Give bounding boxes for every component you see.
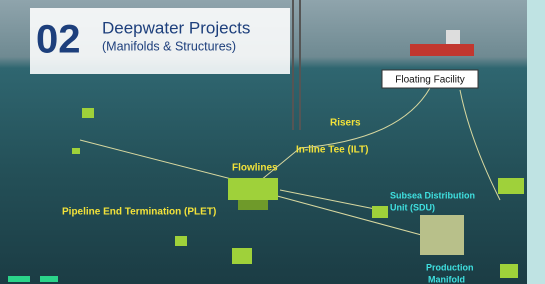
label: Risers — [330, 118, 361, 129]
diagram: 02 Deepwater Projects (Manifolds & Struc… — [0, 0, 545, 284]
header-number: 02 — [36, 18, 81, 62]
label: Unit (SDU) — [390, 202, 435, 212]
label: Flowlines — [232, 163, 278, 174]
header-title: Deepwater Projects — [102, 18, 250, 37]
page: 02 Deepwater Projects (Manifolds & Struc… — [0, 0, 545, 284]
label: Floating Facility — [395, 75, 464, 86]
label: In-line Tee (ILT) — [296, 145, 368, 156]
label: Production — [426, 262, 474, 272]
label: Manifold — [428, 274, 465, 284]
label: Pipeline End Termination (PLET) — [62, 207, 216, 218]
header-subtitle: (Manifolds & Structures) — [102, 39, 236, 53]
label: Subsea Distribution — [390, 190, 475, 200]
side-strip — [527, 0, 545, 284]
